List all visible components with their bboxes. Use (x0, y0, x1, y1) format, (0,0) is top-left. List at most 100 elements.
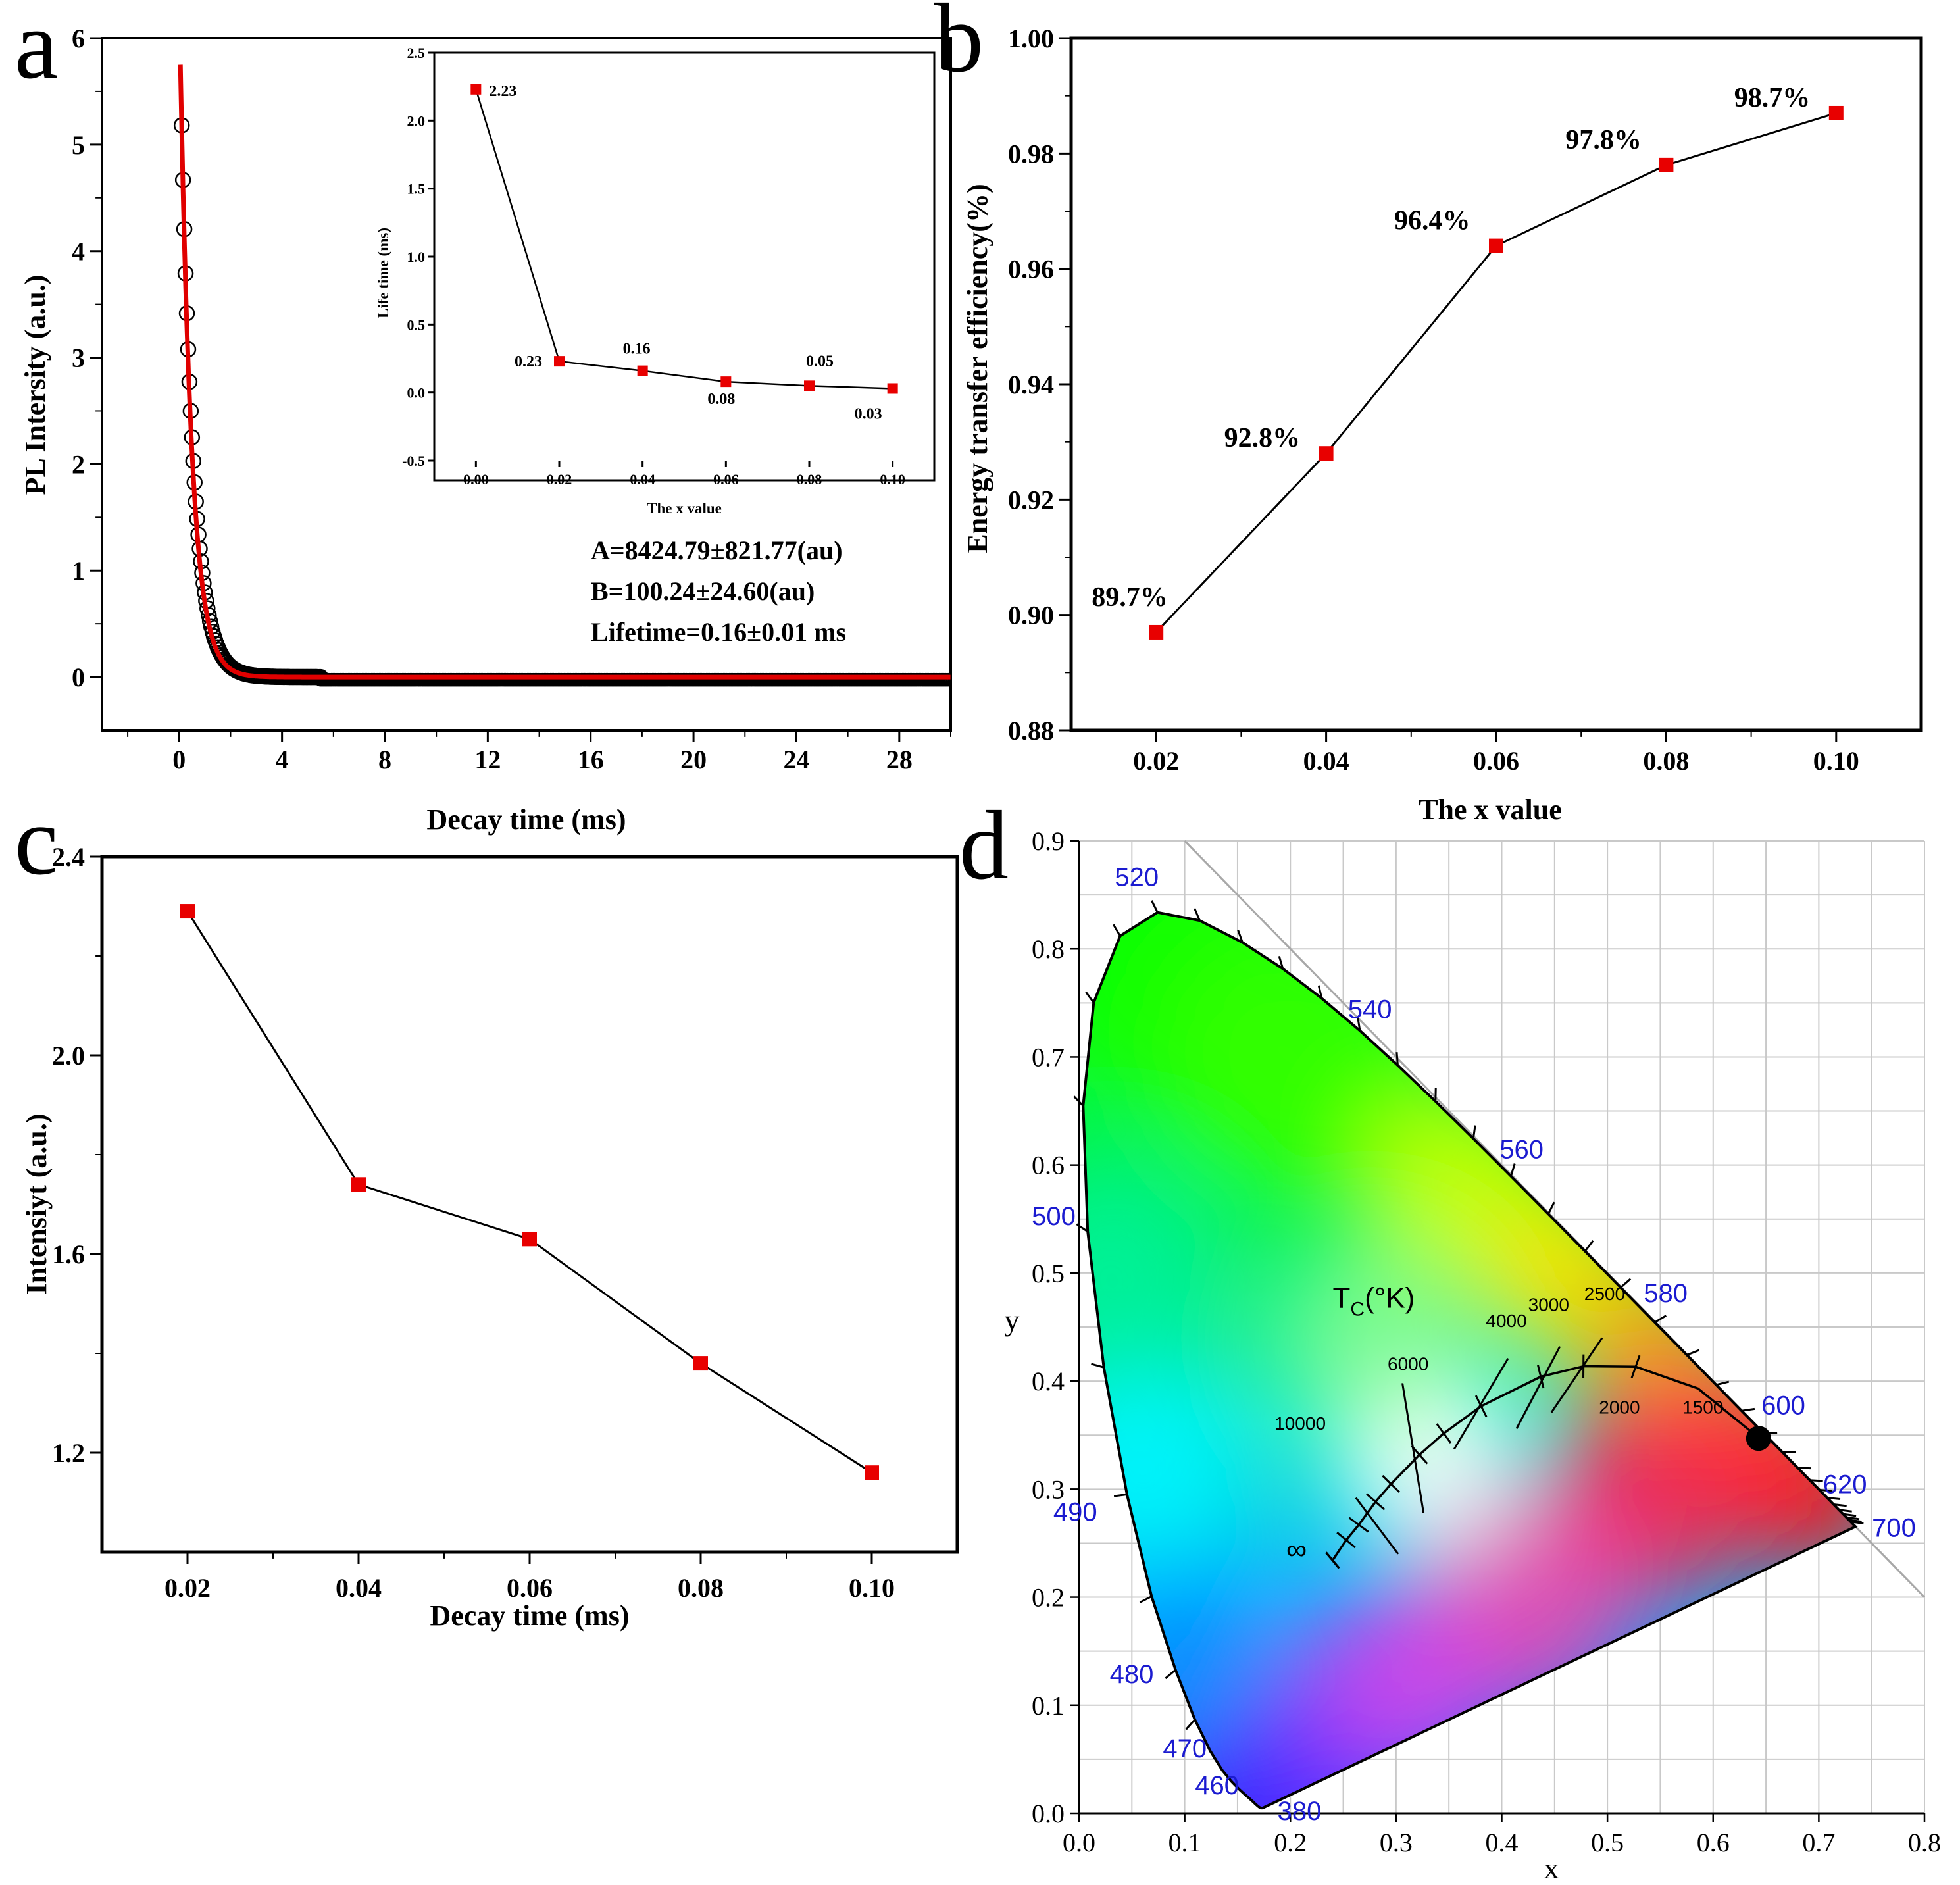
wavelength-tick (1165, 1669, 1176, 1680)
wavelength-label: 600 (1761, 1391, 1805, 1420)
x-tick-label: 0.08 (797, 471, 822, 488)
inset-y-axis-title: Life time (ms) (375, 228, 391, 318)
cie-y-tick-label: 0.9 (1032, 826, 1065, 856)
wavelength-label: 480 (1110, 1660, 1154, 1689)
isotemperature-line (1355, 1497, 1399, 1555)
wavelength-tick (1357, 1017, 1361, 1031)
y-tick-label: 0.94 (1008, 370, 1054, 399)
inset-x-axis-title: The x value (647, 500, 722, 516)
x-tick-label: 0.08 (678, 1573, 724, 1603)
planckian-tick (1411, 1445, 1428, 1465)
wavelength-tick (1278, 955, 1284, 969)
efficiency-data-point (1489, 238, 1503, 253)
planckian-tick (1474, 1395, 1488, 1418)
x-tick-label: 0.06 (1473, 746, 1519, 776)
cct-label: 10000 (1274, 1413, 1326, 1434)
panel-d: d 0.0 0.1 0.2 0.3 0.4 0.5 0.6 0.7 0.8 0.0 0.1 0.2 0.… (959, 791, 1941, 1885)
cie-y-tick-label: 0.7 (1032, 1042, 1065, 1072)
wavelength-tick (1547, 1201, 1555, 1215)
panel-b-axes: 0.02 0.04 0.06 0.08 0.10 0.88 0.90 0.92 0.94 0.96… (1008, 24, 1859, 776)
cie-color-blob (1083, 1369, 1242, 1567)
y-tick-label: 0.0 (407, 385, 426, 401)
panel-c-x-axis-title: Decay time (ms) (430, 1599, 630, 1632)
y-tick-label: 0.96 (1008, 255, 1054, 284)
wavelength-tick (1113, 1494, 1128, 1497)
cie-y-tick-label: 0.2 (1032, 1583, 1065, 1613)
panel-c: c 0.02 0.04 0.06 0.08 0.10 1.2 1.6 2.0 2.4 Decay… (14, 786, 959, 1632)
efficiency-label: 89.7% (1092, 582, 1168, 613)
y-tick-label: 2 (72, 449, 85, 479)
intensity-line (186, 911, 872, 1474)
x-tick-label: 8 (378, 745, 391, 774)
cie-y-tick-label: 0.5 (1032, 1259, 1065, 1288)
wavelength-tick (1073, 1095, 1084, 1107)
x-tick-label: 0.06 (507, 1573, 553, 1603)
panel-letter-b: b (934, 0, 984, 93)
cct-label: 1500 (1682, 1397, 1723, 1417)
x-tick-label: 4 (276, 745, 289, 774)
y-tick-label: 2.4 (52, 842, 85, 872)
cie-color-blob (1276, 1239, 1474, 1437)
x-tick-label: 24 (783, 745, 809, 774)
x-tick-label: 0.10 (880, 471, 905, 488)
cie-y-tick-label: 0.4 (1032, 1367, 1065, 1396)
wavelength-tick (1819, 1488, 1833, 1492)
inset-outer-frame (433, 51, 936, 482)
x-tick-label: 0.02 (164, 1573, 211, 1603)
y-tick-label: 1.00 (1008, 24, 1054, 53)
inset-point-label: 0.23 (515, 353, 542, 370)
wavelength-tick (1472, 1125, 1476, 1139)
inset-data-point (470, 84, 482, 95)
inset-data-point (637, 365, 648, 376)
cie-x-tick-label: 0.3 (1380, 1828, 1413, 1857)
wavelength-tick (1654, 1315, 1667, 1324)
y-tick-label: 2.5 (407, 45, 426, 61)
panel-b-x-axis-title: The x value (1419, 793, 1562, 826)
wavelength-tick (1620, 1278, 1632, 1289)
x-tick-label: 16 (578, 745, 604, 774)
wavelength-label: 500 (1032, 1202, 1076, 1231)
wavelength-label: 700 (1872, 1513, 1916, 1542)
cie-x-tick-label: 0.6 (1697, 1828, 1730, 1857)
cie-x-tick-label: 0.8 (1908, 1828, 1941, 1857)
efficiency-label: 97.8% (1565, 125, 1642, 155)
wavelength-tick (1833, 1503, 1847, 1507)
wavelength-label: 380 (1278, 1797, 1322, 1826)
panel-letter-c: c (14, 786, 59, 895)
efficiency-label: 96.4% (1394, 206, 1470, 236)
x-tick-label: 0.10 (1813, 746, 1859, 776)
cie-y-axis-title: y (1005, 1303, 1020, 1337)
wavelength-tick (1686, 1349, 1700, 1356)
wavelength-label: 580 (1644, 1279, 1688, 1308)
decay-data-point (943, 672, 951, 687)
planckian-tick (1348, 1517, 1369, 1533)
efficiency-data-point (1659, 157, 1674, 172)
wavelength-tick (1085, 992, 1095, 1003)
efficiency-line (1155, 112, 1837, 634)
wavelength-label: 620 (1823, 1470, 1867, 1499)
intensity-data-point (522, 1232, 537, 1247)
cct-label: 6000 (1388, 1354, 1428, 1374)
cct-label: 4000 (1486, 1311, 1526, 1331)
wavelength-label: 540 (1348, 995, 1392, 1024)
wavelength-tick (1091, 1363, 1105, 1369)
y-tick-label: 1 (72, 556, 85, 586)
wavelength-label: 560 (1499, 1135, 1544, 1164)
intensity-data-point (693, 1356, 708, 1371)
inset-axes: 0.00 0.02 0.04 0.06 0.08 0.10 -0.5 0.0 0.5 1.0 1.5… (402, 45, 905, 488)
cie-color-blob (1195, 1739, 1301, 1809)
cie-x-tick-label: 0.2 (1274, 1828, 1307, 1857)
cct-label: 2000 (1599, 1397, 1640, 1417)
inset-series-line (475, 89, 893, 390)
wavelength-tick (1395, 1052, 1399, 1066)
inset-background (434, 53, 934, 480)
efficiency-label: 92.8% (1224, 423, 1301, 453)
cct-label: 2500 (1584, 1284, 1625, 1304)
wavelength-tick (1139, 1596, 1153, 1603)
intensity-data-point (351, 1177, 366, 1192)
cie-x-axis-title: x (1544, 1851, 1559, 1885)
wavelength-tick (1151, 900, 1159, 913)
wavelength-label: 470 (1163, 1734, 1207, 1763)
cie-y-tick-label: 0.6 (1032, 1151, 1065, 1180)
wavelength-label: 490 (1053, 1498, 1097, 1527)
